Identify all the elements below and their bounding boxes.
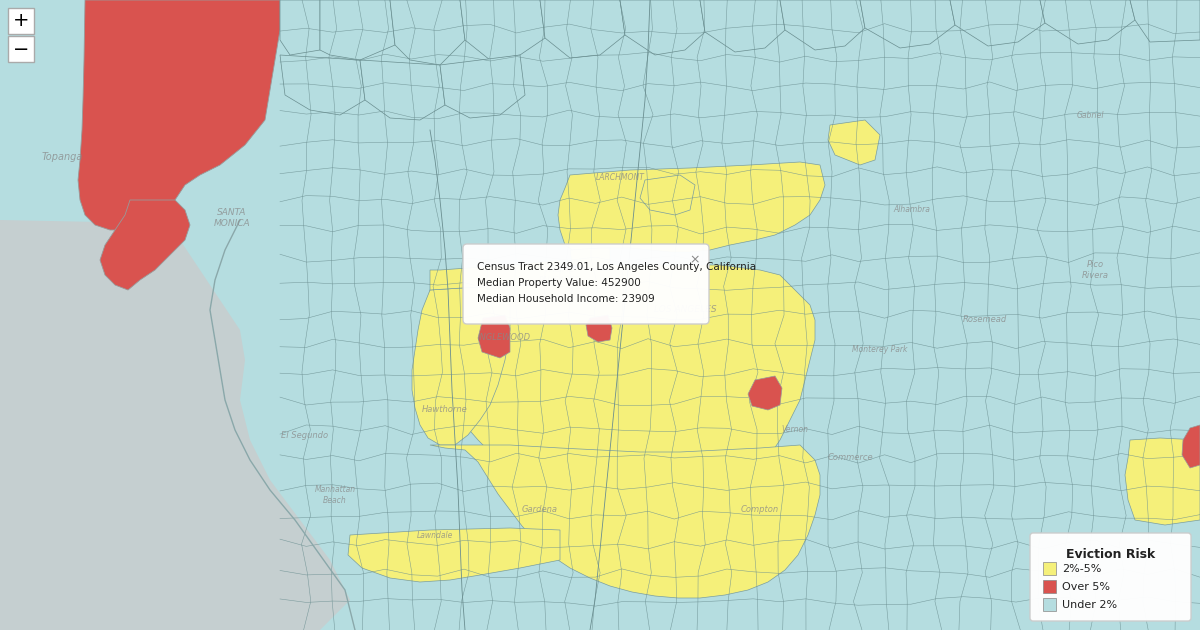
- Text: Gabriel: Gabriel: [1076, 110, 1104, 120]
- Polygon shape: [360, 60, 445, 120]
- Bar: [1043, 580, 1056, 593]
- Polygon shape: [0, 220, 350, 630]
- Text: Topanga: Topanga: [41, 152, 83, 162]
- Polygon shape: [430, 445, 820, 598]
- Polygon shape: [1130, 0, 1200, 42]
- Polygon shape: [586, 315, 612, 342]
- Text: Manhattan
Beach: Manhattan Beach: [314, 485, 355, 505]
- Text: −: −: [13, 40, 29, 59]
- Polygon shape: [412, 285, 510, 445]
- Text: PACIFIC
PALISADES: PACIFIC PALISADES: [539, 265, 581, 285]
- Text: Commerce: Commerce: [827, 454, 872, 462]
- Polygon shape: [348, 528, 560, 582]
- Text: +: +: [13, 11, 29, 30]
- Text: Alhambra: Alhambra: [894, 205, 930, 214]
- Polygon shape: [558, 162, 826, 252]
- Text: Median Household Income: 23909: Median Household Income: 23909: [478, 294, 655, 304]
- Polygon shape: [460, 0, 545, 60]
- Polygon shape: [100, 200, 190, 290]
- FancyBboxPatch shape: [1030, 533, 1190, 621]
- Text: Under 2%: Under 2%: [1062, 600, 1117, 609]
- Text: Gardena: Gardena: [522, 505, 558, 515]
- Text: El Segundo: El Segundo: [282, 430, 329, 440]
- Text: Hawthorne: Hawthorne: [422, 406, 468, 415]
- Text: Census Tract 2349.01, Los Angeles County, California: Census Tract 2349.01, Los Angeles County…: [478, 262, 756, 272]
- Polygon shape: [860, 0, 955, 48]
- Polygon shape: [78, 0, 280, 230]
- Polygon shape: [1126, 438, 1200, 525]
- Polygon shape: [828, 120, 880, 165]
- Polygon shape: [1182, 425, 1200, 468]
- FancyBboxPatch shape: [463, 244, 709, 324]
- FancyBboxPatch shape: [8, 36, 34, 62]
- Polygon shape: [570, 248, 610, 270]
- Text: LARCHMONT: LARCHMONT: [595, 173, 644, 183]
- Polygon shape: [640, 175, 695, 215]
- Text: Over 5%: Over 5%: [1062, 581, 1110, 592]
- Text: Bellflower: Bellflower: [1060, 571, 1100, 580]
- Polygon shape: [478, 315, 510, 358]
- Bar: [1043, 598, 1056, 611]
- Text: Median Property Value: 452900: Median Property Value: 452900: [478, 278, 641, 288]
- FancyBboxPatch shape: [8, 8, 34, 34]
- Polygon shape: [748, 376, 782, 410]
- Text: INGLEWOOD: INGLEWOOD: [478, 333, 530, 343]
- Polygon shape: [440, 55, 526, 118]
- Text: 2%-5%: 2%-5%: [1062, 563, 1102, 573]
- Polygon shape: [1040, 0, 1135, 44]
- Polygon shape: [390, 0, 466, 65]
- Text: Pico
Rivera: Pico Rivera: [1081, 260, 1109, 280]
- Text: ×: ×: [690, 253, 701, 266]
- Polygon shape: [700, 0, 785, 52]
- Text: Lawndale: Lawndale: [416, 530, 454, 539]
- Text: Monterey Park: Monterey Park: [852, 345, 907, 355]
- Bar: [1043, 562, 1056, 575]
- Text: Rosemead: Rosemead: [962, 316, 1007, 324]
- Polygon shape: [780, 0, 865, 50]
- Polygon shape: [320, 0, 395, 60]
- Text: Compton: Compton: [740, 505, 779, 515]
- Polygon shape: [430, 260, 560, 290]
- Text: Vernon: Vernon: [781, 425, 809, 435]
- Text: LOS ANGELES: LOS ANGELES: [654, 306, 716, 314]
- Polygon shape: [428, 265, 815, 484]
- Polygon shape: [280, 0, 320, 55]
- Polygon shape: [950, 0, 1045, 46]
- Polygon shape: [540, 0, 625, 58]
- Polygon shape: [280, 55, 365, 115]
- Text: SANTA
MONICA: SANTA MONICA: [214, 209, 251, 227]
- Text: Eviction Risk: Eviction Risk: [1066, 548, 1156, 561]
- Polygon shape: [620, 0, 706, 55]
